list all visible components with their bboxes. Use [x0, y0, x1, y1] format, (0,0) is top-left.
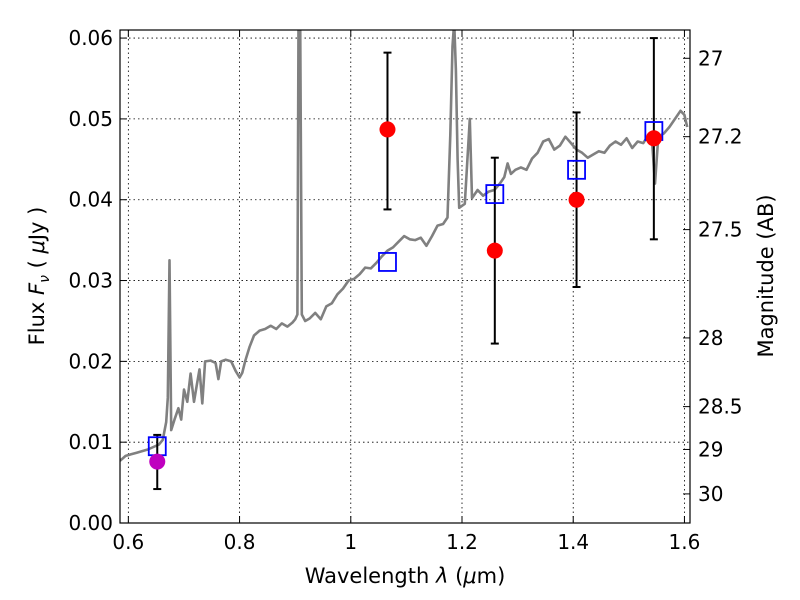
y2-tick-label: 27.5 — [698, 218, 743, 242]
x-tick-label: 1.2 — [446, 530, 478, 554]
y-tick-label: 0.04 — [68, 188, 113, 212]
data-point-marker — [568, 191, 585, 208]
x-tick-label: 1.4 — [557, 530, 589, 554]
data-point-marker — [149, 453, 166, 470]
x-tick-label: 0.6 — [112, 530, 144, 554]
x-tick-label: 1 — [344, 530, 357, 554]
y2-tick-label: 28.5 — [698, 395, 743, 419]
x-axis-label: Wavelength λ (μm) — [305, 564, 506, 588]
y2-tick-label: 27 — [698, 46, 723, 70]
axes-frame — [119, 29, 691, 524]
model-square-marker — [378, 252, 397, 272]
y2-tick-label: 30 — [698, 482, 723, 506]
y-tick-label: 0.01 — [68, 430, 113, 454]
data-point-marker — [645, 130, 662, 147]
data-point-marker — [379, 121, 396, 138]
x-tick-label: 0.8 — [224, 530, 256, 554]
y2-tick-label: 27.2 — [698, 125, 743, 149]
y2-axis-label: Magnitude (AB) — [754, 194, 778, 357]
y2-tick-label: 29 — [698, 437, 723, 461]
y-tick-label: 0.00 — [68, 511, 113, 535]
x-tick-label: 1.6 — [669, 530, 701, 554]
y-tick-label: 0.03 — [68, 269, 113, 293]
y-axis-label: Flux Fν ( μJy ) — [25, 207, 53, 346]
y-tick-label: 0.02 — [68, 349, 113, 373]
data-point-marker — [486, 242, 503, 259]
model-square-marker — [567, 159, 586, 180]
y-tick-label: 0.06 — [68, 26, 113, 50]
plot-area — [120, 30, 689, 491]
ticks: 0.6 0.8 1 1.2 1.4 1.6 0.00 0.01 0.02 0.03 0.04 0.05… — [68, 26, 742, 554]
model-square-marker — [485, 184, 505, 204]
y2-tick-label: 28 — [698, 326, 723, 350]
y-tick-label: 0.05 — [68, 107, 113, 131]
